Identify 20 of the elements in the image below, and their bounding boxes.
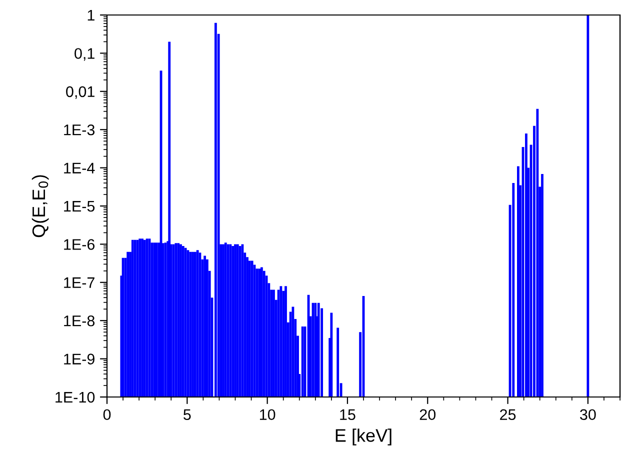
y-tick-label: 0,1 <box>74 48 94 61</box>
y-tick-label: 1E-8 <box>64 315 95 326</box>
y-tick-label: 0,01 <box>66 86 94 99</box>
y-axis-title: Q(E,E$_{0}$) <box>32 175 49 238</box>
y-tick-label: 1E-10 <box>56 392 95 403</box>
x-tick-label: 30 <box>580 409 596 420</box>
y-tick-label: 1E-7 <box>64 277 94 288</box>
y-tick-label: 1E-9 <box>64 354 94 364</box>
x-tick-label: 15 <box>340 409 356 420</box>
x-tick-label: 10 <box>260 409 276 420</box>
x-tick-label: 20 <box>420 409 436 420</box>
x-tick-label: 0 <box>103 409 111 420</box>
y-tick-label: 1E-3 <box>64 124 95 136</box>
y-tick-label: 1E-5 <box>64 201 95 212</box>
x-tick-label: 5 <box>184 409 191 420</box>
y-tick-label: 1E-6 <box>64 239 95 250</box>
x-axis-title: E [keV] <box>336 428 392 446</box>
y-tick-label: 1E-4 <box>64 162 95 174</box>
y-tick-label: 1 <box>88 10 94 21</box>
x-tick-label: 25 <box>500 409 516 420</box>
